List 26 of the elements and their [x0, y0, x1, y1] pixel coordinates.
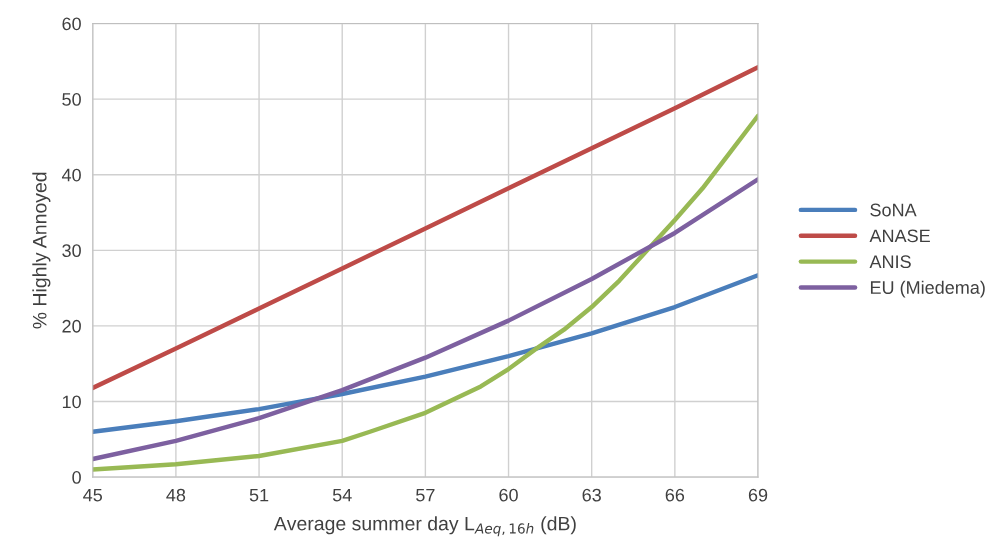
legend-label: EU (Miedema) [870, 280, 985, 298]
y-tick-label: 50 [62, 93, 81, 106]
y-tick-label: 0 [72, 471, 81, 484]
y-tick-label: 30 [62, 244, 81, 258]
x-tick-label: 51 [249, 488, 269, 502]
x-tick-label: 69 [748, 488, 768, 502]
legend-label: ANASE [869, 229, 930, 243]
x-tick-label: 45 [83, 488, 103, 502]
y-tick-label: 40 [61, 168, 81, 182]
legend-label: ANIS [869, 255, 911, 269]
legend-label: SoNA [870, 203, 917, 217]
x-tick-label: 63 [582, 488, 601, 502]
y-tick-label: 20 [62, 319, 81, 333]
x-tick-label: 48 [166, 488, 186, 502]
y-axis-title: % Highly Annoyed [32, 172, 51, 329]
x-tick-label: 54 [332, 488, 352, 502]
line-series [92, 273, 759, 434]
line-series [92, 177, 759, 462]
line-series [92, 65, 759, 391]
x-axis-title: Average summer day L$_{Aeq,16h}$ (dB) [273, 516, 576, 537]
x-tick-label: 66 [665, 488, 685, 502]
x-tick-label: 60 [499, 488, 518, 502]
x-tick-label: 57 [416, 488, 435, 502]
y-tick-label: 60 [62, 17, 81, 31]
y-tick-label: 10 [62, 395, 81, 409]
line-series [92, 113, 759, 472]
